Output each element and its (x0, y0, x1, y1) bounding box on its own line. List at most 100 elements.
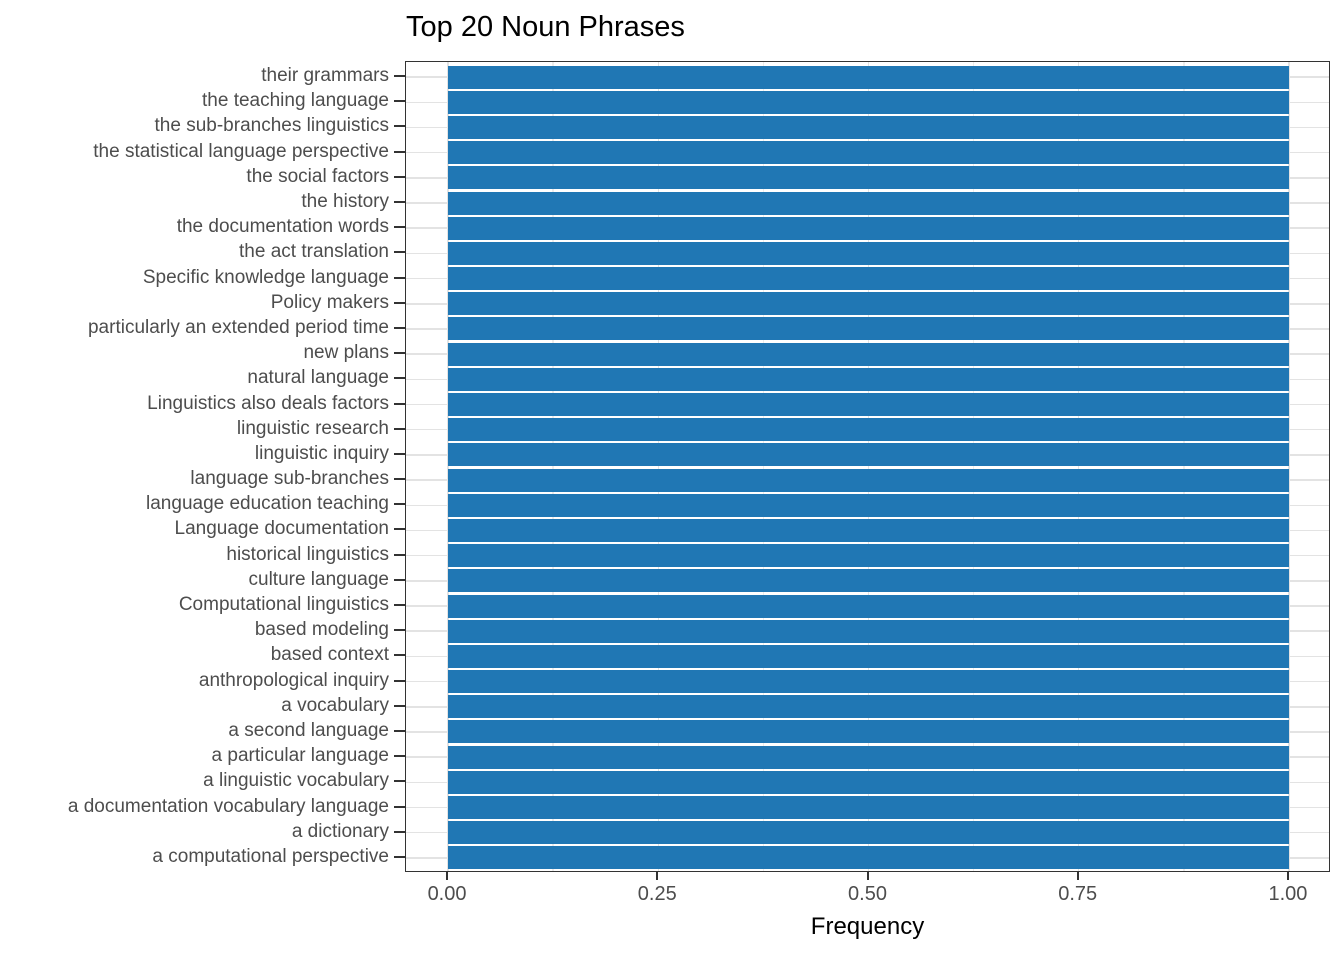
y-tick-label: the act translation (239, 241, 389, 263)
bar (448, 619, 1289, 643)
y-tick-label: Computational linguistics (178, 594, 389, 616)
y-tick-mark (394, 377, 405, 380)
y-tick-mark (394, 830, 405, 833)
y-tick-mark (394, 427, 405, 430)
bar (448, 569, 1289, 593)
y-tick-mark (394, 201, 405, 204)
y-tick-label: language education teaching (146, 493, 389, 515)
y-tick-mark (394, 352, 405, 355)
y-tick-label: a documentation vocabulary language (67, 795, 389, 817)
y-tick-mark (394, 301, 405, 304)
bar (448, 796, 1289, 819)
y-tick-mark (394, 578, 405, 581)
bar (448, 544, 1289, 568)
x-tick-mark (866, 872, 869, 880)
x-tick-label: 0.25 (637, 883, 677, 905)
bar (448, 267, 1289, 291)
y-tick-label: based context (270, 644, 389, 666)
y-tick-mark (394, 125, 405, 128)
x-tick-label: 1.00 (1268, 883, 1308, 905)
y-tick-mark (394, 478, 405, 481)
bar (448, 342, 1289, 366)
x-tick-label: 0.75 (1058, 883, 1098, 905)
y-tick-label: a dictionary (291, 820, 389, 842)
bar (448, 65, 1289, 89)
y-tick-label: Linguistics also deals factors (147, 392, 389, 414)
y-tick-label: the teaching language (202, 90, 389, 112)
bar (448, 292, 1289, 316)
x-tick-label: 0.00 (427, 883, 467, 905)
bar (448, 695, 1289, 719)
bar (448, 241, 1289, 265)
bar (448, 393, 1289, 417)
bar (448, 317, 1289, 341)
x-axis-title: Frequency (810, 913, 925, 940)
x-tick-mark (446, 872, 449, 880)
y-tick-label: the social factors (246, 165, 389, 187)
y-tick-label: a second language (228, 719, 389, 741)
bar (448, 216, 1289, 240)
y-tick-mark (394, 503, 405, 506)
y-tick-mark (394, 553, 405, 556)
y-tick-label: a vocabulary (281, 694, 389, 716)
y-tick-mark (394, 780, 405, 783)
bar (448, 670, 1289, 694)
y-tick-mark (394, 326, 405, 329)
bar (448, 720, 1289, 744)
y-tick-mark (394, 226, 405, 229)
bar (448, 644, 1289, 668)
y-tick-label: linguistic research (236, 417, 389, 439)
bar (448, 367, 1289, 391)
y-tick-label: a particular language (211, 745, 389, 767)
bar (448, 594, 1289, 618)
y-tick-label: the documentation words (176, 216, 389, 238)
y-tick-label: anthropological inquiry (198, 669, 389, 691)
x-tick-mark (656, 872, 659, 880)
x-tick-label: 0.50 (848, 883, 887, 905)
y-tick-mark (394, 251, 405, 254)
y-tick-label: particularly an extended period time (87, 316, 389, 338)
y-tick-mark (394, 805, 405, 808)
y-tick-label: Policy makers (270, 291, 389, 313)
bar (448, 191, 1289, 215)
bar (448, 493, 1289, 517)
y-tick-mark (394, 704, 405, 707)
y-tick-mark (394, 100, 405, 103)
y-tick-label: language sub-branches (190, 468, 389, 490)
bar (448, 115, 1289, 139)
y-tick-label: culture language (248, 568, 390, 590)
x-tick-mark (1076, 872, 1079, 880)
y-tick-label: based modeling (254, 619, 389, 641)
bar (448, 770, 1289, 794)
y-tick-mark (394, 150, 405, 153)
bar (448, 418, 1289, 442)
y-tick-label: a computational perspective (152, 845, 389, 867)
y-tick-mark (394, 276, 405, 279)
y-tick-label: Language documentation (174, 518, 389, 540)
y-tick-label: a linguistic vocabulary (203, 770, 389, 792)
y-tick-mark (394, 452, 405, 455)
y-tick-mark (394, 729, 405, 732)
y-tick-mark (394, 679, 405, 682)
y-tick-label: the statistical language perspective (93, 140, 389, 162)
y-tick-mark (394, 528, 405, 531)
bar (448, 821, 1289, 845)
y-tick-label: historical linguistics (226, 543, 389, 565)
y-tick-mark (394, 629, 405, 632)
y-tick-label: the sub-branches linguistics (154, 115, 389, 137)
bar (448, 745, 1289, 769)
bar (448, 166, 1289, 190)
y-tick-mark (394, 175, 405, 178)
plot-panel (405, 61, 1330, 872)
y-tick-mark (394, 402, 405, 405)
y-tick-label: the history (301, 191, 389, 213)
y-tick-mark (394, 755, 405, 758)
y-tick-mark (394, 855, 405, 858)
y-tick-label: Specific knowledge language (142, 266, 389, 288)
y-tick-label: linguistic inquiry (254, 442, 389, 464)
bar (448, 443, 1289, 467)
y-tick-mark (394, 654, 405, 657)
y-tick-mark (394, 604, 405, 607)
bar (448, 468, 1289, 492)
